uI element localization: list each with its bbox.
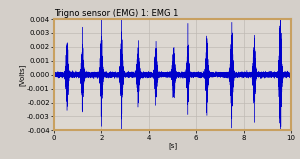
- Y-axis label: [Volts]: [Volts]: [19, 64, 26, 86]
- X-axis label: [s]: [s]: [168, 142, 177, 149]
- Text: Trigno sensor (EMG) 1: EMG 1: Trigno sensor (EMG) 1: EMG 1: [54, 9, 178, 18]
